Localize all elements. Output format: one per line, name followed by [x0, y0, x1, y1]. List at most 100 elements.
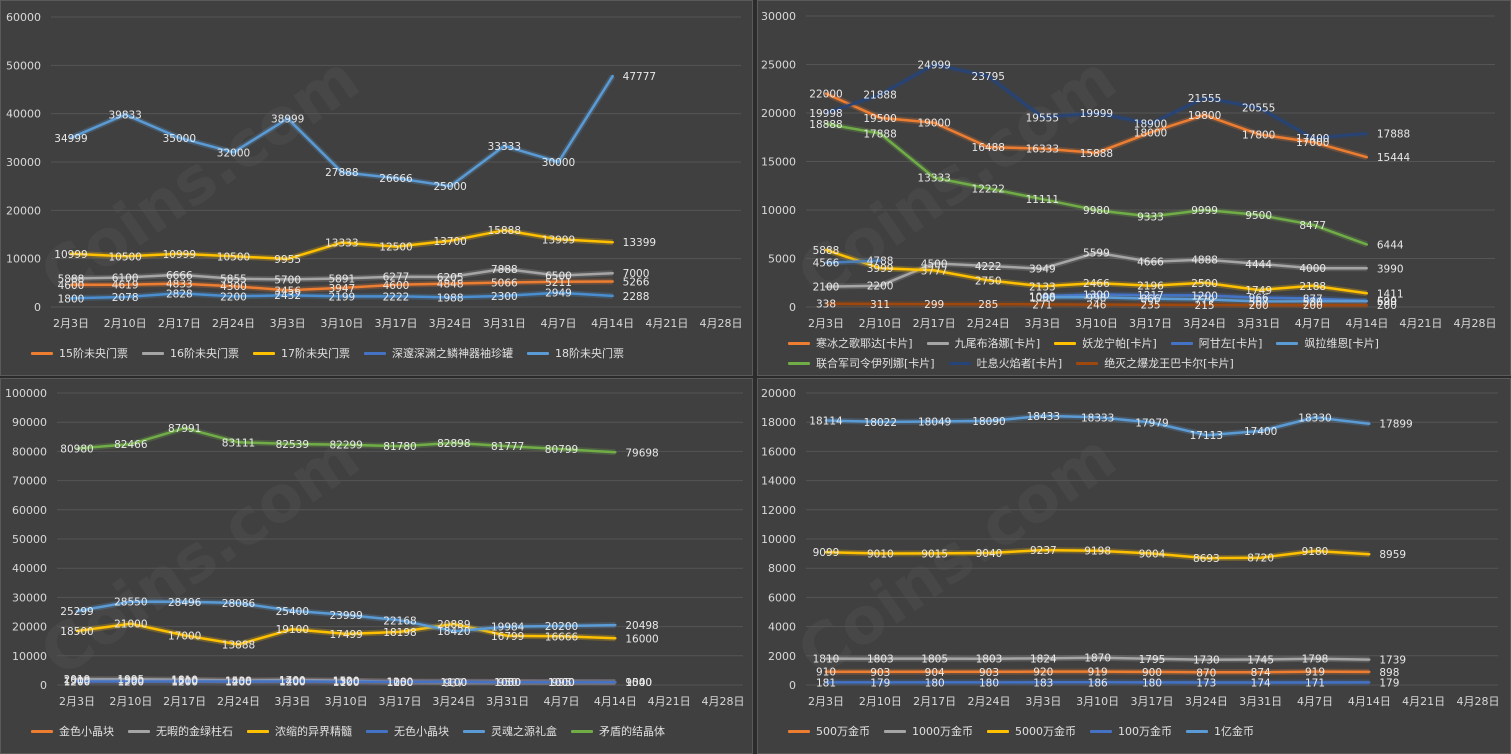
- series-line: [824, 122, 1369, 246]
- data-label: 18330: [1298, 412, 1331, 424]
- data-label: 4848: [437, 279, 464, 291]
- data-label: 21555: [1188, 93, 1221, 105]
- legend-swatch: [788, 361, 810, 365]
- data-label: 9015: [921, 548, 948, 560]
- x-tick-label: 4月21日: [1399, 317, 1442, 330]
- legend-item: 500万金币: [788, 723, 870, 739]
- data-label: 18198: [383, 627, 416, 639]
- data-label: 1000: [494, 677, 521, 689]
- legend-label: 5000万金币: [1015, 725, 1076, 738]
- x-tick-label: 4月28日: [702, 695, 745, 708]
- x-tick-label: 3月17日: [379, 695, 422, 708]
- data-label: 919: [1088, 667, 1108, 679]
- data-label: 180: [1142, 677, 1162, 689]
- x-tick-label: 4月7日: [541, 317, 577, 330]
- data-label: 5888: [813, 245, 840, 257]
- data-label: 6500: [545, 271, 572, 283]
- data-label: 13999: [542, 234, 575, 246]
- legend-materials: 金色小晶块 无暇的金绿柱石 浓缩的异界精髓 无色小晶块 灵魂之源礼盒 矛盾的结晶体: [31, 723, 744, 739]
- data-label: 17888: [1377, 128, 1410, 140]
- data-label: 19800: [1188, 110, 1221, 122]
- data-label: 16333: [1026, 144, 1059, 156]
- data-label: 4000: [1299, 263, 1326, 275]
- legend-item: 无暇的金绿柱石: [128, 723, 233, 739]
- data-label: 1800: [58, 293, 85, 305]
- y-tick-label: 0: [789, 301, 796, 314]
- x-tick-label: 3月3日: [274, 695, 310, 708]
- data-label: 10500: [108, 251, 141, 263]
- legend-swatch: [253, 351, 275, 355]
- data-label: 9980: [1083, 205, 1110, 217]
- x-tick-label: 2月3日: [59, 695, 95, 708]
- data-label: 19998: [809, 108, 842, 120]
- legend-swatch: [948, 361, 971, 365]
- legend-item: 九尾布洛娜[卡片]: [926, 335, 1040, 351]
- legend-swatch: [366, 729, 388, 733]
- x-tick-label: 4月7日: [1297, 695, 1333, 708]
- data-label: 26666: [379, 173, 413, 185]
- data-label: 1805: [921, 654, 948, 666]
- x-tick-label: 2月17日: [913, 317, 956, 330]
- data-label: 16666: [545, 631, 579, 643]
- data-label: 33333: [488, 141, 521, 153]
- data-label: 174: [1251, 677, 1271, 689]
- series-line: [69, 280, 614, 292]
- data-label: 235: [1140, 300, 1160, 312]
- data-label: 1500: [64, 676, 91, 688]
- series-line: [824, 248, 1369, 295]
- x-tick-label: 4月14日: [1348, 695, 1391, 708]
- data-label: 6100: [112, 273, 139, 285]
- data-label: 18500: [60, 626, 93, 638]
- chart-panel-materials: Coins.com 0 10000 20000 30000 40000 50000 60000…: [0, 378, 753, 754]
- data-label: 338: [816, 299, 836, 311]
- series-line: [75, 622, 617, 646]
- data-label: 6205: [437, 272, 464, 284]
- y-tick-label: 20000: [12, 621, 47, 634]
- data-label: 82299: [329, 440, 362, 452]
- data-label: 25400: [276, 606, 309, 618]
- data-label: 80980: [60, 444, 93, 456]
- x-tick-label: 2月10日: [104, 317, 147, 330]
- legend-label: 浓缩的异界精髓: [275, 725, 352, 738]
- data-label: 13333: [325, 238, 358, 250]
- legend-cards: 寒冰之歌耶达[卡片] 九尾布洛娜[卡片] 妖龙宁帕[卡片] 阿甘左[卡片] 飒拉维恩[卡…: [788, 335, 1502, 371]
- x-tick-label: 3月17日: [1131, 695, 1174, 708]
- data-label: 12222: [972, 183, 1005, 195]
- data-label: 898: [1379, 667, 1399, 679]
- data-label: 22000: [809, 89, 842, 101]
- legend-swatch: [571, 729, 593, 733]
- legend-gold: 500万金币 1000万金币 5000万金币 100万金币 1亿金币: [788, 723, 1502, 739]
- data-label: 5700: [274, 274, 301, 286]
- data-label: 4222: [975, 261, 1002, 273]
- data-label: 19555: [1026, 112, 1059, 124]
- data-label: 79698: [625, 447, 658, 459]
- data-label: 1803: [867, 654, 894, 666]
- x-tick-label: 3月10日: [1076, 695, 1119, 708]
- y-tick-label: 14000: [761, 475, 796, 488]
- data-label: 6444: [1377, 239, 1404, 251]
- x-tick-label: 4月14日: [594, 695, 637, 708]
- data-label: 200: [1303, 300, 1323, 312]
- data-label: 580: [1303, 296, 1323, 308]
- data-label: 1100: [333, 677, 360, 689]
- data-label: 1200: [279, 676, 306, 688]
- x-tick-label: 3月3日: [1025, 695, 1061, 708]
- data-label: 13700: [433, 236, 466, 248]
- data-label: 17800: [1242, 129, 1275, 141]
- legend-item: 阿甘左[卡片]: [1170, 335, 1262, 351]
- data-label: 27888: [325, 167, 358, 179]
- data-label: 10999: [54, 249, 87, 261]
- data-label: 9010: [867, 548, 894, 560]
- y-tick-label: 20000: [761, 387, 796, 400]
- data-label: 954: [625, 677, 645, 689]
- x-tick-label: 3月17日: [375, 317, 418, 330]
- data-label: 180: [979, 677, 999, 689]
- data-label: 1400: [279, 676, 306, 688]
- data-label: 919: [1305, 667, 1325, 679]
- legend-item: 5000万金币: [987, 723, 1076, 739]
- data-label: 2828: [166, 288, 193, 300]
- data-label: 13888: [222, 639, 255, 651]
- data-label: 900: [1142, 667, 1162, 679]
- data-label: 4300: [220, 281, 247, 293]
- data-label: 181: [816, 677, 836, 689]
